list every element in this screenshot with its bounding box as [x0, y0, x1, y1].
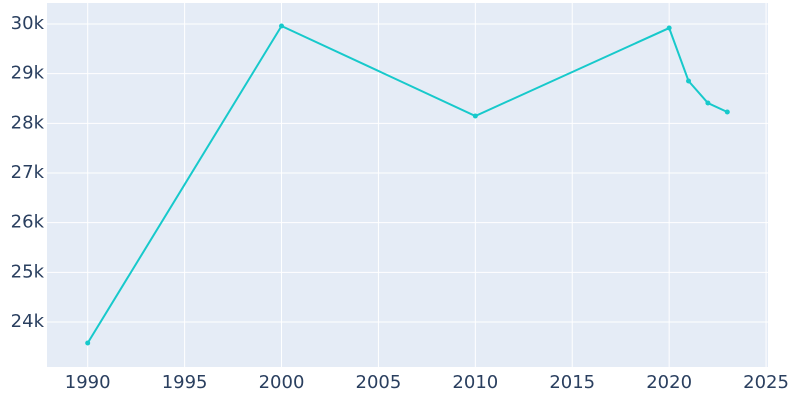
x-tick-label: 1995: [162, 372, 208, 393]
point: [705, 100, 711, 106]
x-tick-label: 2020: [646, 372, 692, 393]
point: [279, 23, 285, 29]
y-tick-label: 25k: [11, 261, 45, 282]
x-tick-label: 2005: [356, 372, 402, 393]
point: [724, 109, 730, 115]
y-tick-label: 26k: [11, 212, 45, 233]
y-tick-label: 29k: [11, 63, 45, 84]
y-tick-label: 28k: [11, 112, 45, 133]
x-tick-label: 2015: [549, 372, 595, 393]
x-tick-label: 1990: [65, 372, 111, 393]
point: [472, 113, 478, 119]
point: [666, 25, 672, 31]
x-tick-label: 2010: [452, 372, 498, 393]
y-tick-label: 24k: [11, 311, 45, 332]
plot-background: [47, 3, 768, 367]
y-tick-label: 27k: [11, 162, 45, 183]
x-tick-label: 2000: [259, 372, 305, 393]
point: [686, 78, 692, 84]
x-tick-label: 2025: [743, 372, 789, 393]
point: [85, 340, 91, 346]
y-tick-label: 30k: [11, 13, 45, 34]
